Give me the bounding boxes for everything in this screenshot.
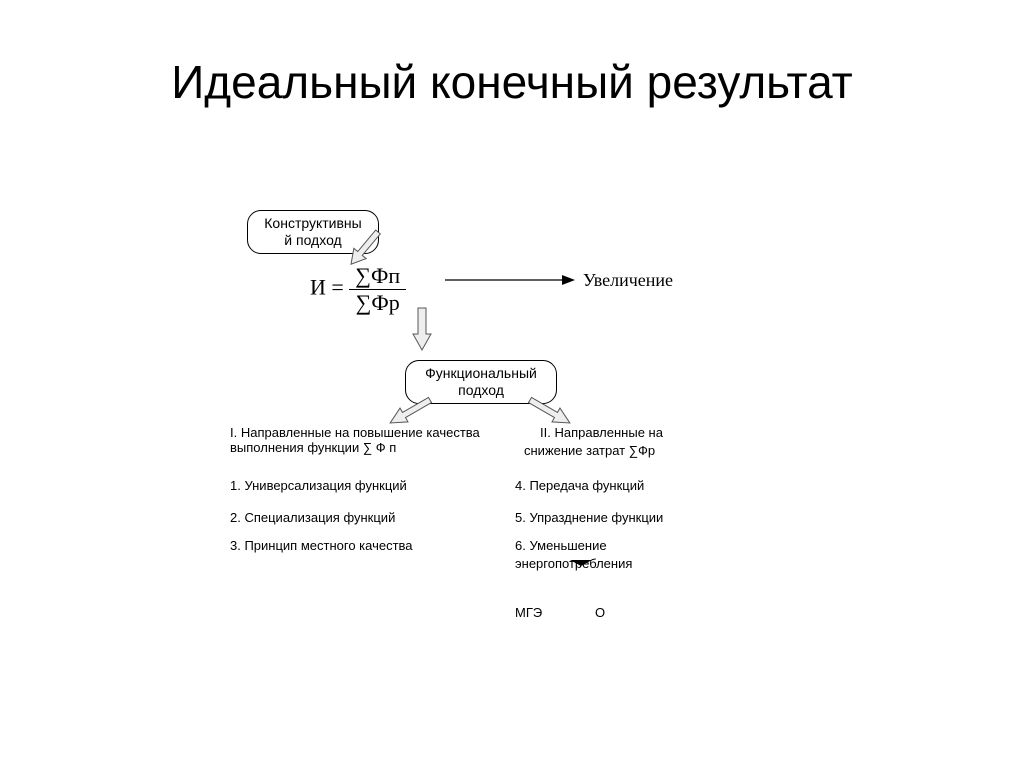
box-top-line2: й подход [284,232,341,248]
right-heading-l2: снижение затрат ∑Фр [524,443,655,458]
right-item-1: 4. Передача функций [515,478,644,493]
right-item-3-l1: 6. Уменьшение [515,538,607,553]
right-heading-l1: II. Направленные на [540,425,663,440]
formula-num: ∑Фп [349,265,406,290]
box-constructive: Конструктивны й подход [247,210,379,254]
left-item-2: 2. Специализация функций [230,510,395,525]
arrow-3 [413,308,431,350]
right-item-2: 5. Упразднение функции [515,510,663,525]
formula-den: ∑Фр [349,290,406,314]
left-item-3: 3. Принцип местного качества [230,538,413,553]
right-item-3-l2: энергопотребления [515,556,632,571]
left-heading: I. Направленные на повышение качества вы… [230,425,500,455]
left-item-1: 1. Универсализация функций [230,478,407,493]
footer-left: МГЭ [515,605,542,620]
box-mid-line2: подход [458,382,504,398]
formula-fraction: ∑Фп ∑Фр [349,265,406,314]
footer-right: О [595,605,605,620]
box-mid-line1: Функциональный [425,365,537,381]
page-title: Идеальный конечный результат [0,55,1024,109]
formula-lhs: И = [310,275,344,300]
slide: Идеальный конечный результат Конструктив… [0,0,1024,767]
box-top-line1: Конструктивны [264,215,361,231]
formula: И = ∑Фп ∑Фр [310,265,406,314]
label-increase: Увеличение [583,270,673,291]
box-functional: Функциональный подход [405,360,557,404]
